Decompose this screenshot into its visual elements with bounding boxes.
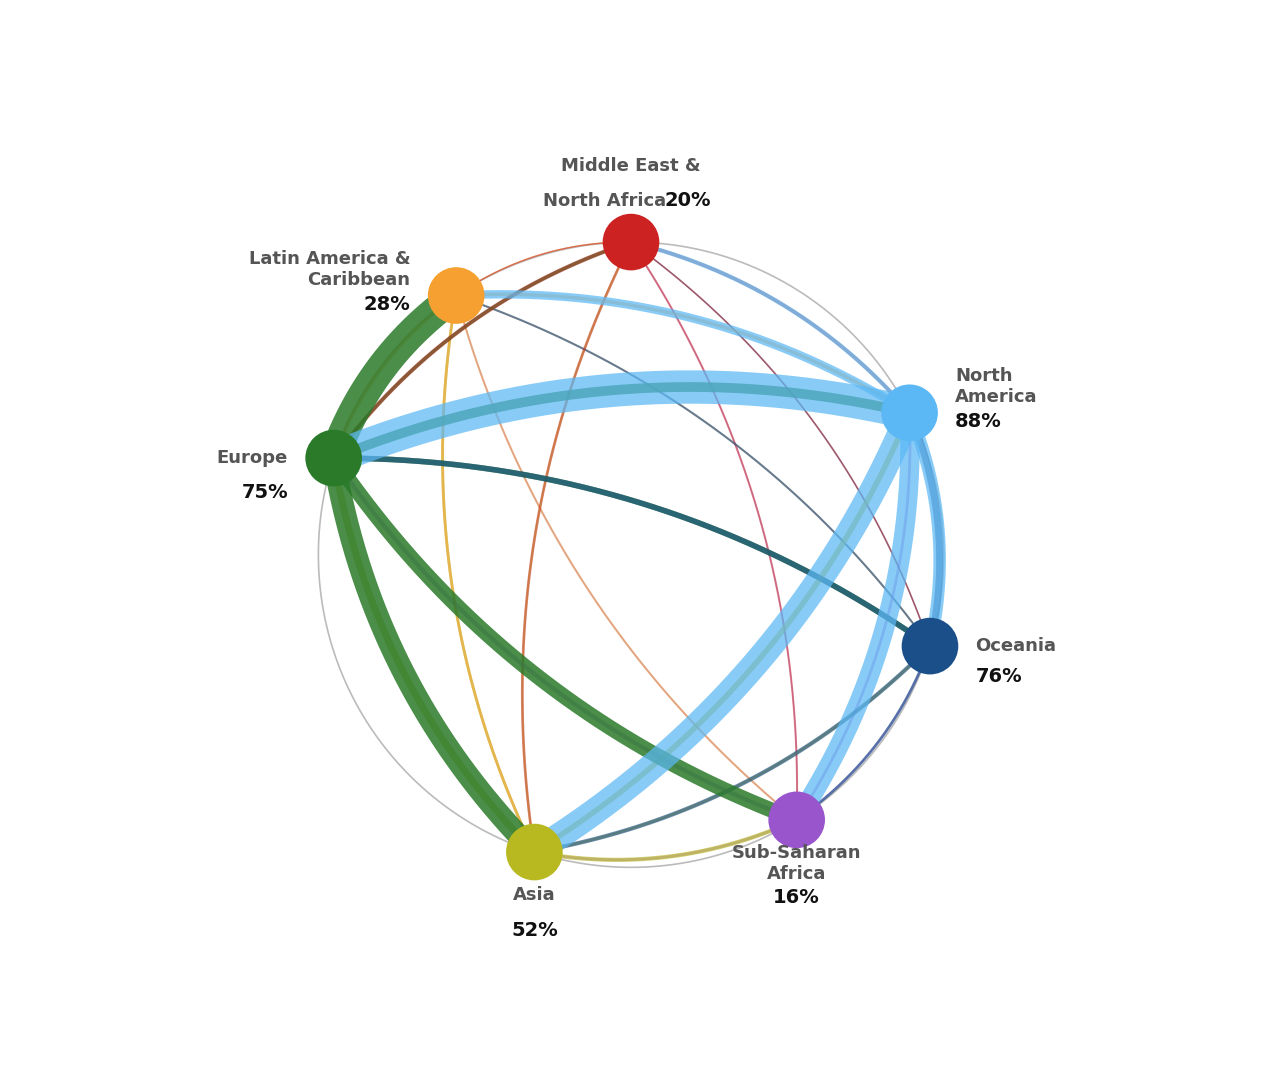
Text: 16%: 16% <box>774 888 820 907</box>
Text: 52%: 52% <box>511 921 558 940</box>
Text: Asia: Asia <box>514 887 555 904</box>
Text: 75%: 75% <box>241 483 288 502</box>
Text: 88%: 88% <box>955 411 1002 431</box>
Text: Sub-Saharan
Africa: Sub-Saharan Africa <box>732 844 862 883</box>
Circle shape <box>904 619 957 673</box>
Text: Middle East &: Middle East & <box>562 157 700 175</box>
Text: 20%: 20% <box>664 191 711 210</box>
Text: Latin America &
Caribbean: Latin America & Caribbean <box>249 251 410 289</box>
Text: Oceania: Oceania <box>976 637 1056 656</box>
Circle shape <box>429 269 483 322</box>
Text: 28%: 28% <box>363 294 410 313</box>
Text: North
America: North America <box>955 368 1037 406</box>
Circle shape <box>882 386 936 439</box>
Circle shape <box>770 793 824 846</box>
Text: 76%: 76% <box>976 667 1022 687</box>
Circle shape <box>604 215 658 269</box>
Circle shape <box>307 431 361 485</box>
Text: North Africa: North Africa <box>544 192 666 210</box>
Circle shape <box>507 825 562 879</box>
Text: Europe: Europe <box>217 449 288 467</box>
